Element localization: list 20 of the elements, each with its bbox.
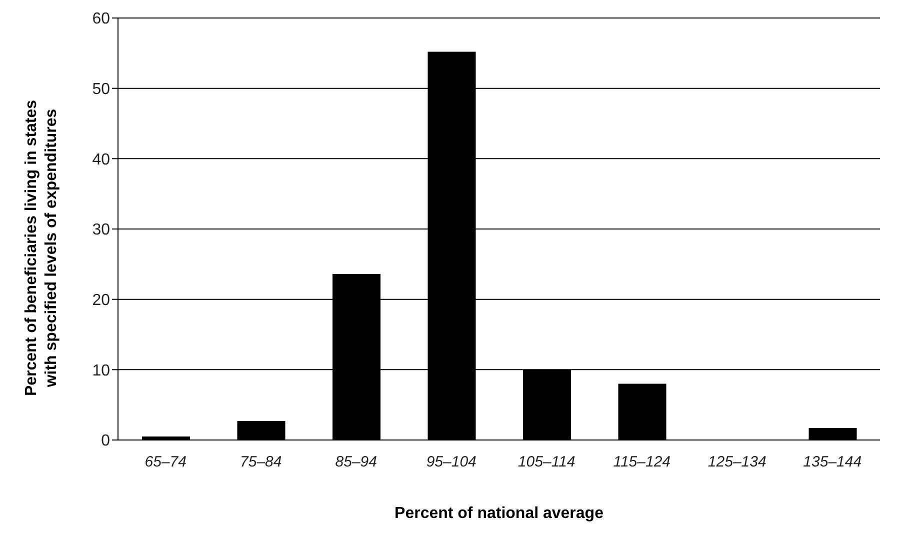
x-tick-label: 115–124 bbox=[613, 454, 671, 471]
y-tick-label: 40 bbox=[92, 151, 110, 168]
y-tick-label: 20 bbox=[92, 292, 110, 310]
y-tick-label: 0 bbox=[101, 432, 110, 450]
x-axis-title: Percent of national average bbox=[394, 505, 604, 523]
y-tick-label: 30 bbox=[92, 222, 110, 239]
x-tick-label: 85–94 bbox=[335, 454, 377, 471]
y-tick-label: 10 bbox=[92, 362, 110, 380]
x-tick-label: 125–134 bbox=[708, 454, 766, 471]
y-tick-label: 60 bbox=[92, 10, 110, 28]
bar bbox=[618, 384, 666, 440]
x-tick-label: 135–144 bbox=[803, 454, 862, 471]
x-tick-label: 95–104 bbox=[426, 454, 476, 471]
x-tick-label: 75–84 bbox=[240, 454, 282, 471]
bar bbox=[237, 421, 286, 440]
y-tick-label: 50 bbox=[92, 81, 110, 98]
x-tick-label: 105–114 bbox=[518, 454, 576, 471]
y-axis-title: Percent of beneficiaries living in states with specified levels of expenditures bbox=[23, 100, 60, 396]
bar bbox=[808, 428, 857, 440]
x-tick-label: 65–74 bbox=[144, 454, 186, 471]
